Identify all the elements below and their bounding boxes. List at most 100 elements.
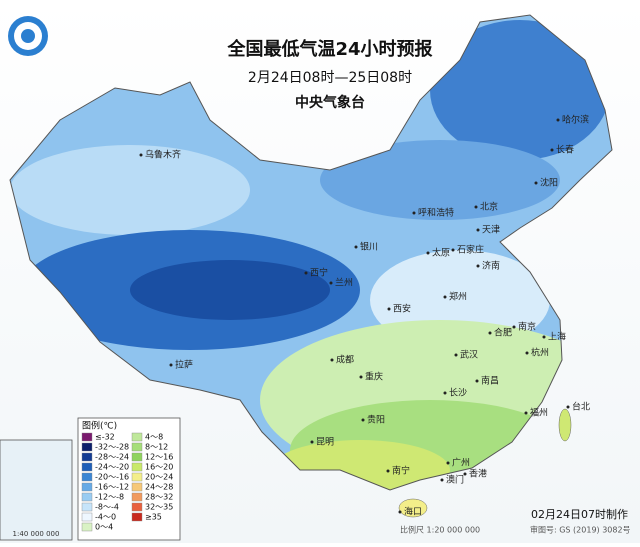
- legend-label: -28～-24: [95, 453, 129, 462]
- city-label: 济南: [482, 260, 500, 272]
- city-label: 南京: [518, 321, 536, 333]
- legend-label: -16～-12: [95, 483, 129, 492]
- legend-label: -12～-8: [95, 493, 124, 502]
- legend-items: ≤-32-32～-28-28～-24-24～-20-20～-16-16～-12-…: [81, 432, 173, 532]
- city-dot: [512, 325, 516, 329]
- approval: 审图号: GS (2019) 3082号: [530, 525, 631, 535]
- city-dot: [525, 351, 529, 355]
- city-label: 银川: [360, 241, 378, 253]
- city-label: 合肥: [494, 327, 512, 339]
- legend-label: -8～-4: [95, 503, 119, 512]
- city-label: 武汉: [460, 349, 478, 361]
- city-label: 乌鲁木齐: [145, 149, 181, 161]
- city-dot: [542, 335, 546, 339]
- legend-label: -32～-28: [95, 443, 129, 452]
- city-label: 昆明: [316, 437, 334, 448]
- legend-label: 24～28: [145, 483, 173, 492]
- legend-swatch: [81, 432, 93, 442]
- legend-label: 8～12: [145, 443, 168, 452]
- legend-label: ≤-32: [95, 433, 115, 442]
- legend-swatch: [131, 512, 143, 522]
- city-dot: [361, 418, 365, 422]
- city-dot: [310, 440, 314, 444]
- city-dot: [426, 251, 430, 255]
- city-label: 上海: [548, 331, 566, 343]
- city-label: 天津: [482, 225, 500, 236]
- city-label: 贵阳: [367, 414, 385, 426]
- city-label: 拉萨: [175, 359, 193, 371]
- city-dot: [139, 153, 143, 157]
- legend-label: -20～-16: [95, 473, 129, 482]
- city-dot: [354, 245, 358, 249]
- legend-label: -24～-20: [95, 463, 129, 472]
- city-label: 南宁: [392, 465, 410, 477]
- legend-label: 12～16: [145, 453, 173, 462]
- city-dot: [398, 510, 402, 514]
- legend-swatch: [81, 512, 93, 522]
- city-dot: [488, 331, 492, 335]
- city-dot: [476, 228, 480, 232]
- city-label: 杭州: [531, 347, 549, 359]
- city-label: 太原: [432, 247, 450, 259]
- city-label: 石家庄: [457, 244, 484, 256]
- city-dot: [475, 379, 479, 383]
- city-label: 南昌: [481, 375, 499, 387]
- city-dot: [556, 118, 560, 122]
- city-label: 广州: [452, 457, 470, 469]
- city-dot: [463, 472, 467, 476]
- legend-swatch: [81, 502, 93, 512]
- agency: 中央气象台: [295, 94, 365, 111]
- city-label: 重庆: [365, 371, 383, 383]
- legend-label: 4～8: [145, 433, 163, 442]
- legend: [77, 417, 181, 541]
- made-time: 02月24日07时制作: [531, 508, 628, 521]
- legend-label: ≥35: [145, 513, 162, 522]
- legend-label: -4～0: [95, 513, 116, 522]
- legend-swatch: [81, 522, 93, 532]
- city-dot: [387, 307, 391, 311]
- city-dot: [329, 281, 333, 285]
- city-dot: [451, 248, 455, 252]
- city-label: 西宁: [310, 267, 328, 279]
- legend-swatch: [81, 462, 93, 472]
- legend-label: 16～20: [145, 463, 173, 472]
- city-dot: [412, 211, 416, 215]
- legend-swatch: [131, 502, 143, 512]
- city-dot: [304, 271, 308, 275]
- city-dot: [330, 358, 334, 362]
- legend-label: 20～24: [145, 473, 173, 482]
- city-dot: [169, 363, 173, 367]
- city-label: 呼和浩特: [418, 207, 454, 219]
- legend-swatch: [81, 482, 93, 492]
- legend-swatch: [131, 462, 143, 472]
- logo: [8, 16, 48, 56]
- city-label: 台北: [572, 401, 590, 413]
- city-dot: [550, 148, 554, 152]
- city-dot: [443, 391, 447, 395]
- legend-swatch: [131, 442, 143, 452]
- city-label: 沈阳: [540, 177, 558, 189]
- city-label: 哈尔滨: [562, 114, 589, 126]
- city-dot: [443, 295, 447, 299]
- legend-swatch: [81, 452, 93, 462]
- title: 全国最低气温24小时预报: [226, 38, 432, 60]
- city-dot: [446, 461, 450, 465]
- border: [9, 14, 613, 491]
- legend-label: 28～32: [145, 493, 173, 502]
- city-dot: [566, 405, 570, 409]
- city-label: 海口: [404, 506, 422, 518]
- city-label: 长沙: [449, 387, 467, 399]
- city-label: 北京: [480, 201, 498, 213]
- city-dot: [476, 264, 480, 268]
- legend-swatch: [131, 472, 143, 482]
- city-label: 香港: [469, 468, 487, 480]
- taiwan: [558, 408, 572, 442]
- city-dot: [534, 181, 538, 185]
- city-dot: [359, 375, 363, 379]
- legend-swatch: [81, 442, 93, 452]
- legend-swatch: [81, 492, 93, 502]
- inset-scale: 1:40 000 000: [13, 530, 60, 538]
- legend-swatch: [131, 492, 143, 502]
